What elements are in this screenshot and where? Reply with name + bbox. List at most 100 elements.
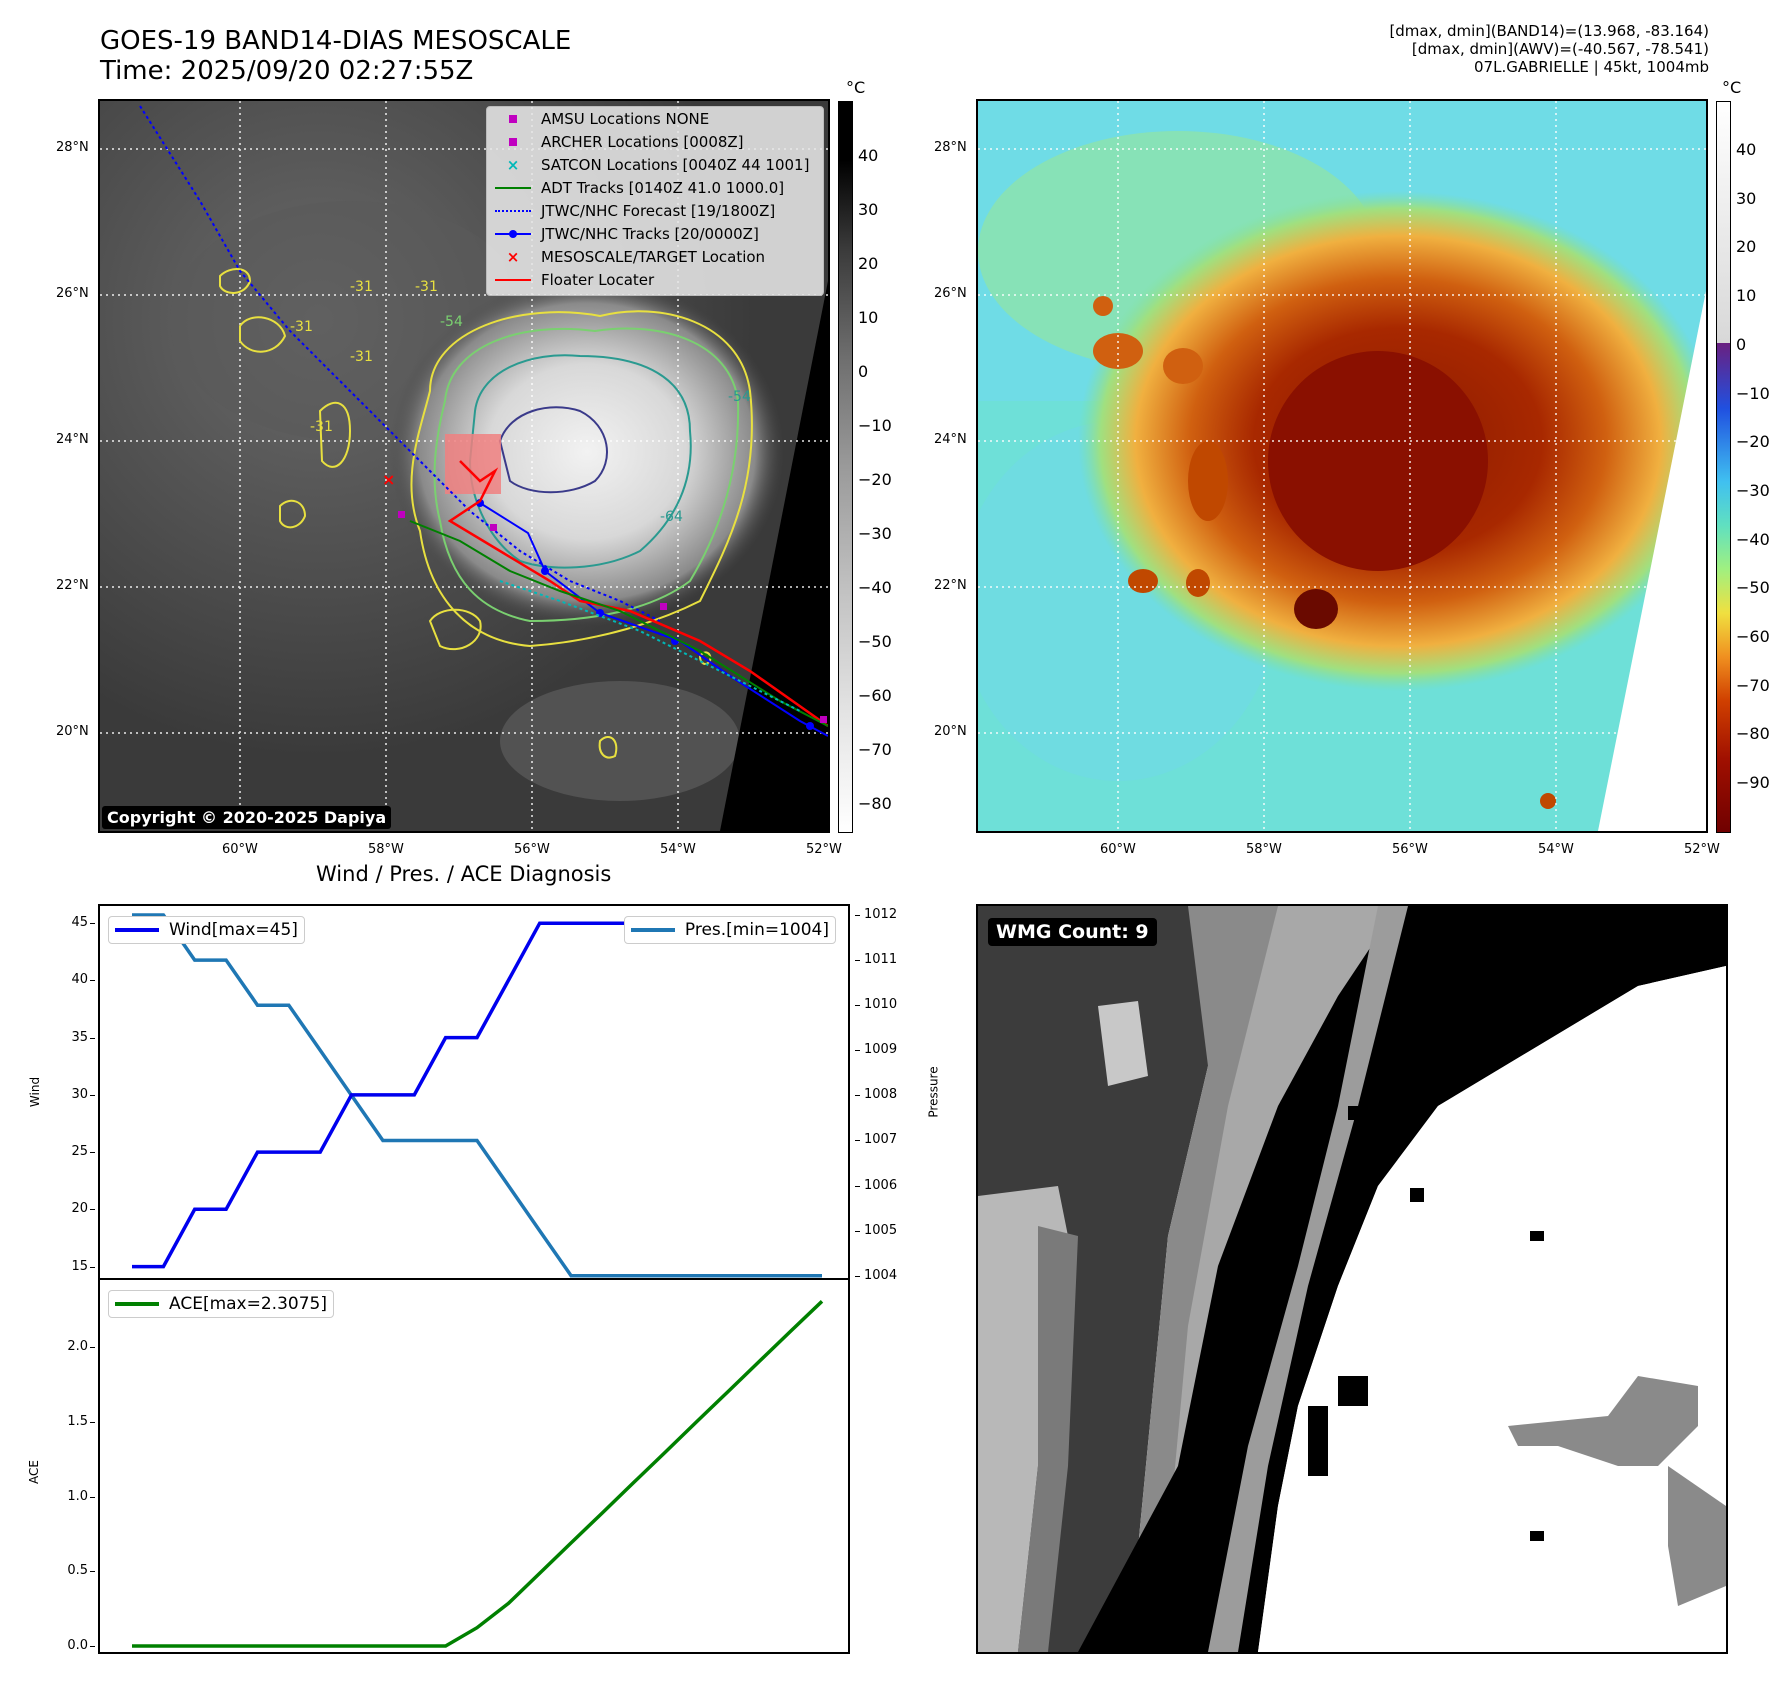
colorbar-tick: 10	[1736, 286, 1757, 306]
lat-label: 22°N	[56, 578, 89, 593]
wind-legend: Wind[max=45]	[108, 916, 305, 944]
colorbar-tick: −60	[1736, 627, 1770, 646]
solid-line-icon	[495, 181, 531, 195]
colorbar-tick: 40	[858, 146, 879, 165]
colorbar-tick: −30	[1736, 480, 1770, 500]
colorbar-tick: −80	[858, 794, 892, 813]
lon-label: 52°W	[1684, 842, 1720, 857]
pressure-tick-label-mark	[855, 1140, 860, 1142]
wind-tick-label: 35	[71, 1029, 88, 1045]
legend-label: MESOSCALE/TARGET Location	[541, 248, 766, 266]
info-line-1: [dmax, dmin](BAND14)=(13.968, -83.164)	[1389, 22, 1709, 40]
lat-label: 22°N	[934, 578, 967, 593]
pressure-tick-label: 1010	[864, 997, 898, 1013]
pressure-legend-line-icon	[630, 928, 675, 932]
wind-tick-label: 30	[71, 1086, 88, 1102]
lon-label: 52°W	[806, 842, 842, 857]
legend-label: SATCON Locations [0040Z 44 1001]	[541, 156, 810, 174]
colorbar-tick: −20	[1736, 432, 1770, 452]
colorbar-tick: −40	[1736, 529, 1770, 549]
pressure-tick-label: 1012	[864, 907, 898, 923]
svg-text:×: ×	[382, 470, 395, 489]
colorbar-tick: 30	[858, 200, 879, 219]
awv-map-image	[978, 101, 1706, 831]
lon-label: 60°W	[222, 842, 258, 857]
wmg-panel: WMG Count: 9	[976, 904, 1728, 1654]
info-line-3: 07L.GABRIELLE | 45kt, 1004mb	[1474, 58, 1709, 76]
colorbar-tick: −30	[858, 524, 892, 543]
colorbar-unit: °C	[846, 78, 866, 97]
pressure-tick-label: 1011	[864, 952, 898, 968]
lon-label: 58°W	[1246, 842, 1282, 857]
colorbar-tick: 0	[1736, 334, 1747, 354]
contour-label: -31	[310, 419, 333, 435]
wmg-count-label: WMG Count: 9	[988, 918, 1157, 946]
square-marker-icon	[495, 112, 531, 126]
legend-label: JTWC/NHC Tracks [20/0000Z]	[541, 225, 759, 243]
lat-label: 24°N	[934, 432, 967, 447]
legend-item-tracks: JTWC/NHC Tracks [20/0000Z]	[495, 223, 759, 245]
wmg-image	[978, 906, 1726, 1652]
wind-tick-label: 20	[71, 1201, 88, 1217]
colorbar-tick: −50	[858, 632, 892, 651]
legend-label: JTWC/NHC Forecast [19/1800Z]	[541, 202, 776, 220]
wind-tick-label: 25	[71, 1144, 88, 1160]
pressure-tick-label: 1009	[864, 1042, 898, 1058]
title-line-1: GOES-19 BAND14-DIAS MESOSCALE	[100, 26, 572, 56]
wind-tick-label-mark	[90, 1209, 95, 1211]
wind-legend-line-icon	[115, 928, 159, 932]
ace-legend: ACE[max=2.3075]	[108, 1290, 334, 1318]
lon-label: 60°W	[1100, 842, 1136, 857]
ace-tick-label-mark	[90, 1347, 95, 1349]
lat-label: 28°N	[56, 140, 89, 155]
dotted-line-icon	[495, 204, 531, 218]
lat-label: 20°N	[56, 724, 89, 739]
legend-label: ADT Tracks [0140Z 41.0 1000.0]	[541, 179, 785, 197]
wind-tick-label-mark	[90, 923, 95, 925]
wind-pressure-plot: Wind[max=45] Pres.[min=1004]	[98, 904, 850, 1280]
info-line-2: [dmax, dmin](AWV)=(-40.567, -78.541)	[1411, 40, 1709, 58]
ace-svg	[132, 1300, 824, 1648]
legend-label: AMSU Locations NONE	[541, 110, 710, 128]
contour-label: -31	[350, 279, 373, 295]
colorbar-tick: 40	[1736, 140, 1757, 159]
pressure-tick-label-mark	[855, 960, 860, 962]
colorbar-tick: −50	[1736, 578, 1770, 598]
lat-label: 24°N	[56, 432, 89, 447]
wind-tick-label-mark	[90, 1152, 95, 1154]
lat-label: 26°N	[934, 286, 967, 301]
square-marker-icon	[495, 135, 531, 149]
lon-label: 54°W	[1538, 842, 1574, 857]
legend-item-target: × MESOSCALE/TARGET Location	[495, 246, 765, 268]
awv-map-panel	[976, 99, 1708, 833]
colorbar-unit: °C	[1722, 78, 1742, 97]
ace-series-line	[132, 1300, 824, 1648]
colorbar-tick: −40	[858, 578, 892, 597]
contour-label: -64	[660, 509, 683, 525]
ace-tick-label: 0.5	[67, 1563, 88, 1579]
lat-label: 28°N	[934, 140, 967, 155]
ir-map-panel: -31 -31 -31 -31 -54 -64 -54 -31 ×	[98, 99, 830, 833]
legend-item-forecast: JTWC/NHC Forecast [19/1800Z]	[495, 200, 775, 222]
contour-label: -31	[350, 349, 373, 365]
figure-title: GOES-19 BAND14-DIAS MESOSCALE Time: 2025…	[100, 26, 571, 86]
wind-tick-label: 40	[71, 972, 88, 988]
map-legend: AMSU Locations NONE ARCHER Locations [00…	[486, 106, 824, 296]
legend-item-satcon: × SATCON Locations [0040Z 44 1001]	[495, 154, 810, 176]
colorbar-tick: −70	[1736, 675, 1770, 695]
gray-colorbar	[838, 101, 853, 833]
contour-label: -31	[415, 279, 438, 295]
ace-tick-label-mark	[90, 1496, 95, 1498]
colorbar-tick: −80	[1736, 724, 1770, 744]
info-block: [dmax, dmin](BAND14)=(13.968, -83.164) […	[1389, 22, 1709, 76]
wind-tick-label-mark	[90, 1266, 95, 1268]
colorbar-tick: −90	[1736, 773, 1770, 793]
x-marker-icon: ×	[506, 248, 520, 266]
pressure-tick-label: 1005	[864, 1222, 898, 1238]
diagnosis-title: Wind / Pres. / ACE Diagnosis	[316, 862, 612, 886]
pressure-axis-label: Pressure	[926, 1066, 941, 1118]
pressure-series-line	[132, 913, 822, 1278]
pressure-tick-label: 1004	[864, 1267, 898, 1283]
wind-axis-label: Wind	[28, 1076, 43, 1108]
ace-axis-label: ACE	[26, 1460, 41, 1484]
